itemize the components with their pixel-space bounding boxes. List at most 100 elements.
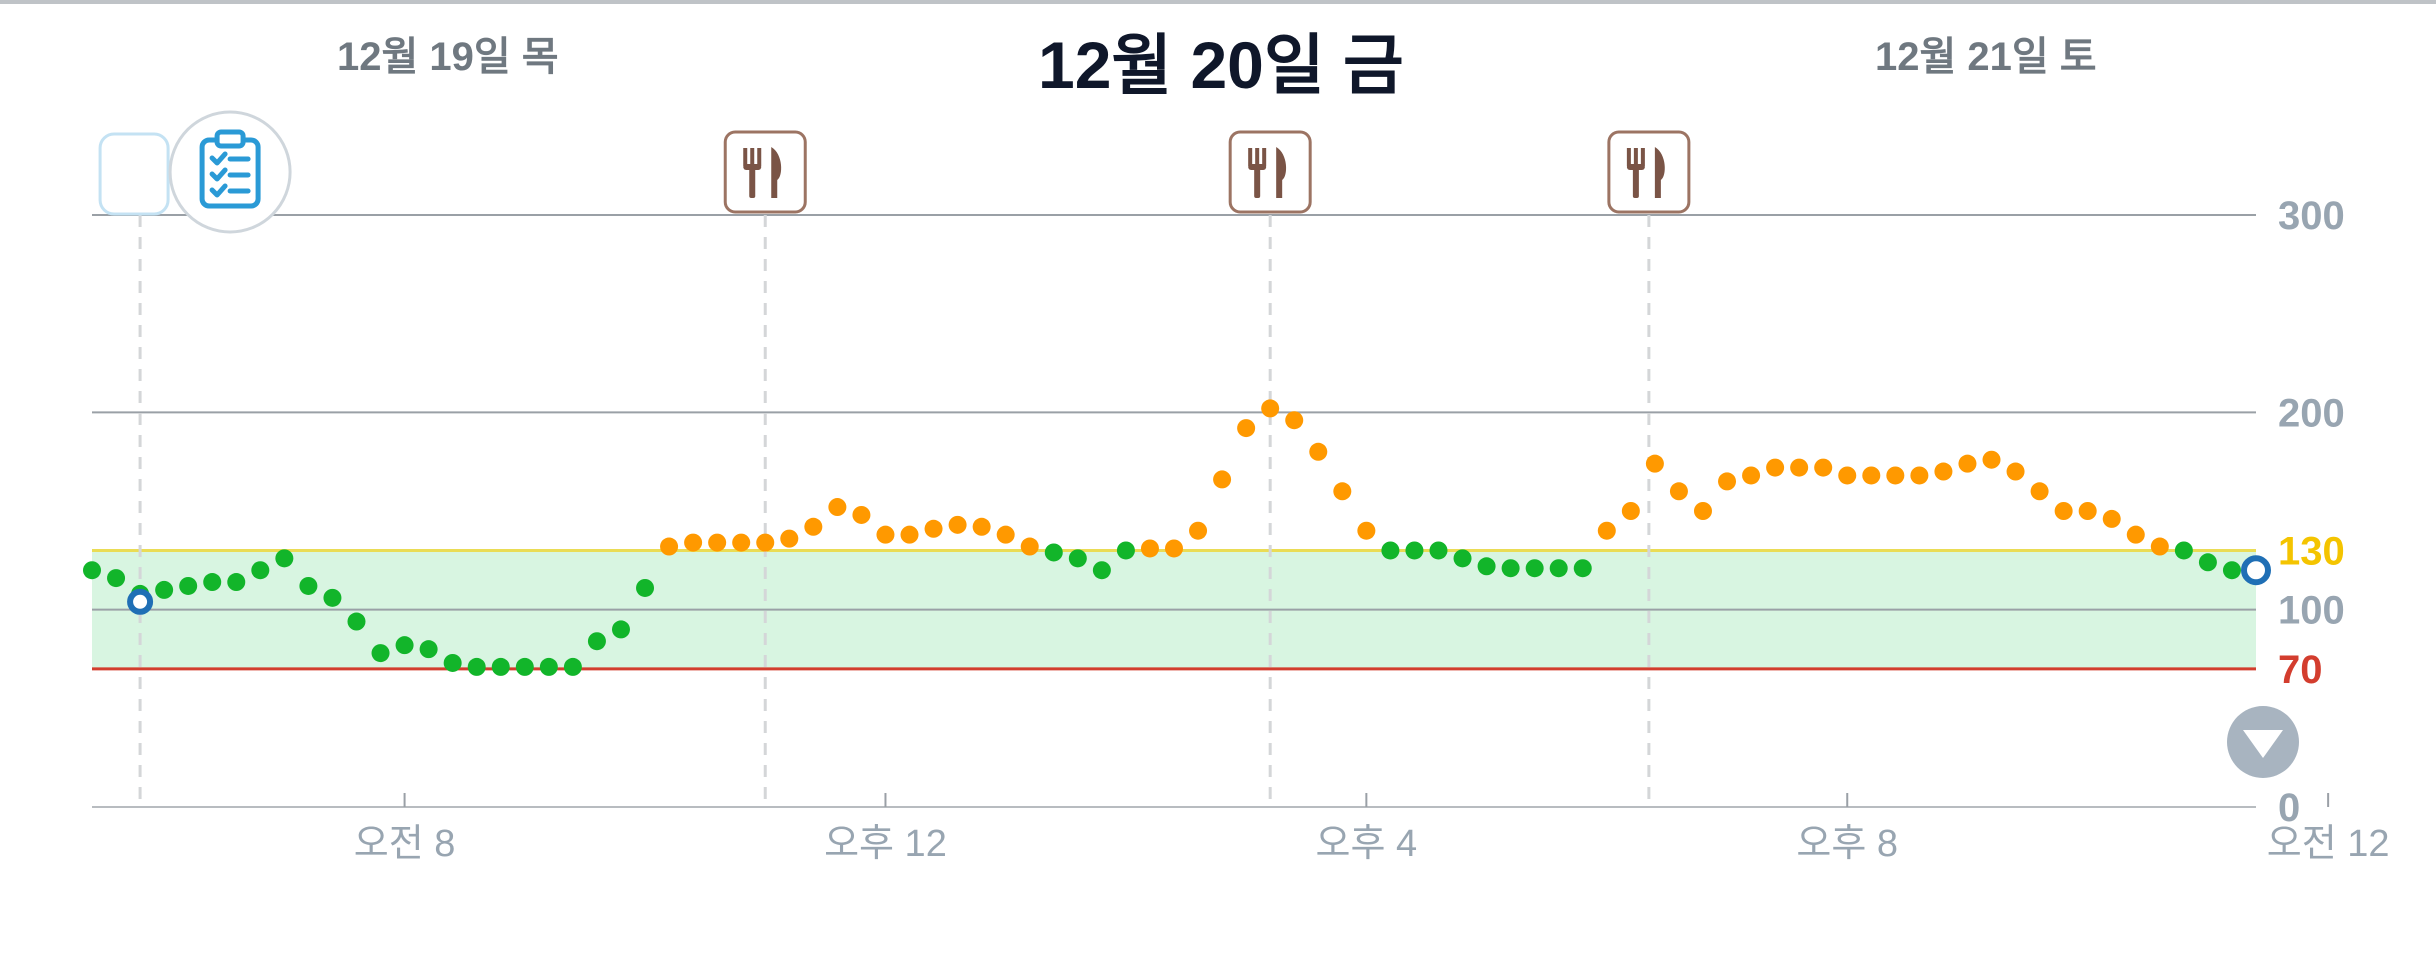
glucose-point xyxy=(563,657,582,676)
clipboard-marker[interactable] xyxy=(168,110,292,234)
glucose-point xyxy=(1429,541,1448,560)
glucose-point xyxy=(1934,462,1953,481)
glucose-point xyxy=(2198,553,2217,572)
glucose-point xyxy=(1044,543,1063,562)
glucose-point xyxy=(1525,559,1544,578)
glucose-point xyxy=(684,533,703,552)
glucose-point xyxy=(1838,466,1857,485)
glucose-point xyxy=(732,533,751,552)
glucose-point xyxy=(756,533,775,552)
glucose-point xyxy=(1910,466,1929,485)
y-tick-label: 100 xyxy=(2278,589,2345,633)
y-tick-label: 200 xyxy=(2278,391,2345,435)
glucose-point xyxy=(83,561,101,580)
glucose-point xyxy=(419,640,438,659)
glucose-point xyxy=(636,578,655,597)
clipboard-icon xyxy=(199,129,261,209)
glucose-point xyxy=(2150,537,2169,556)
current-reading-point[interactable] xyxy=(2241,555,2271,586)
glucose-point xyxy=(660,537,679,556)
glucose-point xyxy=(1092,561,1111,580)
y-tick-label: 0 xyxy=(2278,786,2300,830)
glucose-point xyxy=(2174,541,2193,560)
glucose-point xyxy=(2054,502,2073,520)
glucose-point xyxy=(924,519,943,538)
glucose-point xyxy=(1501,559,1520,578)
glucose-point xyxy=(852,505,871,524)
glucose-point xyxy=(203,573,222,592)
glucose-point xyxy=(227,573,246,592)
meal-marker[interactable] xyxy=(1607,130,1691,214)
stacked-marker-back xyxy=(98,132,170,216)
glucose-point xyxy=(371,644,390,663)
glucose-point xyxy=(2102,509,2121,528)
meal-marker[interactable] xyxy=(1228,130,1312,214)
fork-knife-icon xyxy=(743,147,782,198)
y-tick-label: 70 xyxy=(2278,648,2323,692)
glucose-point xyxy=(1862,466,1881,485)
glucose-point xyxy=(1140,539,1159,558)
meal-marker[interactable] xyxy=(723,130,807,214)
glucose-point xyxy=(323,588,342,607)
x-tick-label: 오후 8 xyxy=(1796,823,1898,865)
glucose-point xyxy=(780,529,799,548)
glucose-point xyxy=(1405,541,1424,560)
glucose-point xyxy=(107,569,126,588)
glucose-point xyxy=(155,580,174,599)
glucose-point xyxy=(1453,549,1472,568)
glucose-point xyxy=(1814,458,1833,477)
current-day-title: 12월 20일 금 xyxy=(1038,28,1404,102)
x-tick-label: 오후 12 xyxy=(824,823,947,865)
glucose-point xyxy=(1669,482,1688,501)
glucose-point xyxy=(1285,411,1304,430)
glucose-point xyxy=(1116,541,1135,560)
glucose-point xyxy=(1621,502,1640,520)
glucose-point xyxy=(467,657,486,676)
glucose-point xyxy=(1573,559,1592,578)
meal-marker-box xyxy=(1228,130,1312,214)
glucose-point xyxy=(948,515,967,534)
glucose-point xyxy=(1477,557,1496,576)
x-tick-label: 오후 4 xyxy=(1316,823,1418,865)
y-tick-label: 300 xyxy=(2278,194,2345,238)
scroll-down-button[interactable] xyxy=(2227,706,2299,778)
glucose-point xyxy=(395,636,414,655)
glucose-point xyxy=(443,653,462,672)
prev-day-label[interactable]: 12월 19일 목 xyxy=(337,35,559,79)
marked-reading-point[interactable] xyxy=(127,588,154,615)
x-tick-label: 오전 8 xyxy=(354,823,456,865)
glucose-point xyxy=(347,612,366,631)
glucose-point xyxy=(1189,521,1208,540)
glucose-point xyxy=(1886,466,1905,485)
glucose-point xyxy=(804,517,823,536)
glucose-point xyxy=(1213,470,1232,489)
glucose-point xyxy=(1742,466,1761,485)
glucose-point xyxy=(1790,458,1809,477)
next-day-label[interactable]: 12월 21일 토 xyxy=(1875,35,2097,79)
glucose-point xyxy=(1333,482,1352,501)
glucose-point xyxy=(611,620,630,639)
glucose-point xyxy=(491,657,510,676)
glucose-point xyxy=(1020,537,1039,556)
glucose-point xyxy=(1718,472,1737,491)
glucose-point xyxy=(1165,539,1183,558)
glucose-point xyxy=(251,561,270,580)
glucose-point xyxy=(1982,450,2001,469)
glucose-point xyxy=(1549,559,1568,578)
glucose-point xyxy=(2030,482,2049,501)
glucose-point xyxy=(1357,521,1376,540)
y-tick-label: 130 xyxy=(2278,529,2345,573)
glucose-point xyxy=(1958,454,1977,473)
glucose-point xyxy=(179,576,198,595)
fork-knife-icon xyxy=(1626,147,1665,198)
glucose-point xyxy=(539,657,558,676)
glucose-point xyxy=(1309,442,1328,461)
glucose-point xyxy=(1237,419,1256,438)
glucose-point xyxy=(275,549,294,568)
glucose-point xyxy=(1597,521,1616,540)
glucose-point xyxy=(2006,462,2025,481)
glucose-point xyxy=(587,632,606,651)
meal-marker-box xyxy=(1607,130,1691,214)
glucose-point xyxy=(876,525,895,544)
